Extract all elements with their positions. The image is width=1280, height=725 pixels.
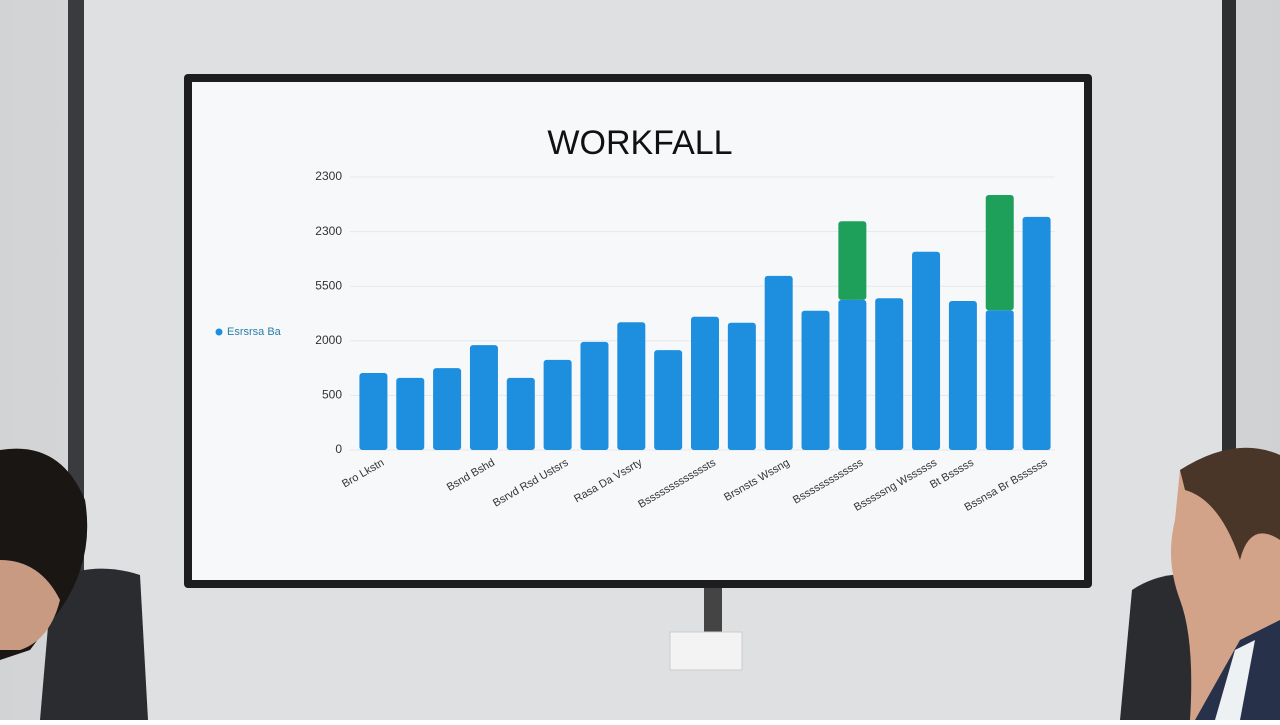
bar xyxy=(691,316,719,450)
bar xyxy=(654,350,683,450)
bar xyxy=(838,221,867,300)
bar xyxy=(617,322,646,450)
bar xyxy=(580,341,609,450)
bar xyxy=(948,300,977,450)
y-tick-label: 5500 xyxy=(315,278,342,292)
chair xyxy=(40,568,148,720)
bar xyxy=(912,251,941,450)
legend-swatch xyxy=(215,328,223,336)
bar xyxy=(396,377,425,450)
bar xyxy=(801,310,830,450)
person-face xyxy=(0,560,60,650)
mount xyxy=(704,585,722,635)
bar xyxy=(543,359,572,450)
device xyxy=(669,631,743,671)
person-hair xyxy=(1180,447,1280,560)
bar xyxy=(764,275,793,450)
bar xyxy=(433,368,462,450)
legend-label: Esrsrsa Ba xyxy=(227,326,282,338)
y-tick-label: 2000 xyxy=(315,333,342,347)
bar xyxy=(875,298,904,450)
person-shirt xyxy=(1215,640,1255,720)
bar xyxy=(727,322,756,450)
bar xyxy=(469,345,498,450)
y-tick-label: 0 xyxy=(335,442,342,456)
y-tick-label: 500 xyxy=(322,388,342,402)
chart-title: WORKFALL xyxy=(547,124,732,162)
bar xyxy=(506,377,535,450)
bar xyxy=(838,299,867,450)
y-tick-label: 2300 xyxy=(315,169,342,183)
bar xyxy=(985,195,1014,311)
y-tick-label: 2300 xyxy=(315,224,342,238)
bar xyxy=(985,310,1014,450)
bar xyxy=(1022,216,1051,450)
bar xyxy=(359,373,388,450)
